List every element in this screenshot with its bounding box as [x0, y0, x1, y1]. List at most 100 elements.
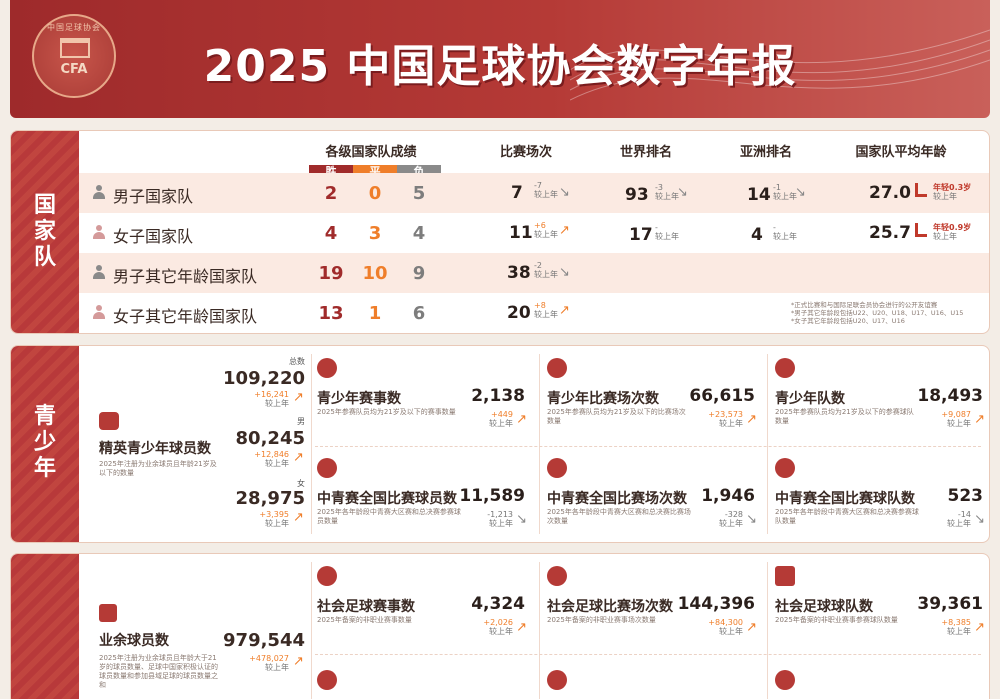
card-value: 18,493 — [917, 386, 983, 406]
arrow-down-icon: ↘ — [795, 185, 806, 200]
card-value: 1,946 — [701, 486, 755, 506]
divider — [767, 354, 768, 534]
card-value: 523 — [947, 486, 984, 506]
win-count: 2 — [324, 183, 338, 204]
stat-card: 青少年比赛场次数 2025年参赛队员均为21岁及以下的比赛场次数量 66,615… — [541, 346, 763, 442]
female-label: 女 — [297, 479, 305, 488]
stat-card: 中青赛全国比赛球队数 2025年各年龄段中青赛大区赛和总决赛参赛球队数量 523… — [769, 446, 989, 542]
players-group-icon — [99, 412, 119, 430]
card-desc: 2025年各年龄段中青赛大区赛和总决赛参赛球员数量 — [317, 508, 461, 525]
compare-label: 较上年 — [489, 519, 513, 528]
card-delta: -1,213 — [487, 510, 513, 519]
col-avg-age: 国家队平均年龄 — [855, 145, 947, 160]
amateur-delta: +478,027 — [249, 654, 289, 663]
arrow-up-icon: ↗ — [559, 303, 570, 318]
footnote: *女子其它年龄段包括U20、U17、U16 — [791, 317, 905, 325]
arrow-up-icon: ↗ — [974, 620, 985, 635]
card-desc: 2025年备案的非职业赛事数量 — [317, 616, 412, 624]
asia-rank-delta: -1 — [773, 183, 781, 192]
arrow-down-icon: ↘ — [559, 265, 570, 280]
national-team-panel: 国 家 队 各级国家队成绩 胜 平 负 比赛场次 世界排名 亚洲排名 国家队平均… — [10, 130, 990, 334]
draw-count: 3 — [368, 223, 382, 244]
asia-rank-value: 4 — [751, 225, 763, 245]
card-desc: 2025年参赛队员均为21岁及以下的赛事数量 — [317, 408, 456, 416]
card-title: 中青赛全国比赛球队数 — [775, 491, 915, 507]
card-delta: +2,026 — [483, 618, 513, 627]
divider — [539, 562, 540, 699]
world-rank-delta: - — [655, 223, 658, 232]
national-side-label: 国 家 队 — [11, 131, 79, 333]
win-count: 4 — [324, 223, 338, 244]
wave-decoration — [570, 29, 990, 101]
team-name: 女子国家队 — [113, 227, 194, 246]
side-char: 少 — [33, 430, 56, 455]
arrow-down-icon: ↘ — [559, 185, 570, 200]
divider — [311, 562, 312, 699]
avg-age-value: 27.0 — [869, 183, 911, 203]
arrow-up-icon: ↗ — [293, 390, 304, 405]
compare-label: 较上年 — [947, 419, 971, 428]
arrow-down-icon: ↘ — [516, 512, 527, 527]
stat-card: 青少年赛事数 2025年参赛队员均为21岁及以下的赛事数量 2,138 +449… — [311, 346, 533, 442]
compare-label: 较上年 — [773, 232, 797, 241]
card-delta: +449 — [491, 410, 513, 419]
card-title: 中青赛全国比赛球员数 — [317, 491, 457, 507]
avg-age-value: 25.7 — [869, 223, 911, 243]
matches-delta: +8 — [534, 301, 546, 310]
world-rank-value: 17 — [629, 225, 653, 245]
female-delta: +3,395 — [259, 510, 289, 519]
age-bars-icon — [915, 183, 927, 197]
card-title: 社会足球球队数 — [775, 599, 873, 615]
page-title: 2025 中国足球协会数字年报 — [203, 41, 797, 92]
compare-label: 较上年 — [534, 190, 558, 199]
table-row: 女子国家队 4 3 4 11 +6 较上年 ↗ 17 - 较上年 4 - 较上年 25… — [79, 213, 989, 253]
arrow-down-icon: ↘ — [974, 512, 985, 527]
compare-label: 较上年 — [265, 519, 289, 528]
compare-label: 较上年 — [534, 310, 558, 319]
col-matches: 比赛场次 — [499, 145, 552, 160]
matches-value: 7 — [511, 183, 523, 203]
loss-count: 5 — [412, 183, 426, 204]
side-char: 年 — [33, 456, 56, 481]
divider — [539, 354, 540, 534]
team-name: 男子其它年龄国家队 — [113, 267, 258, 286]
amateur-side-label — [11, 554, 79, 699]
snowflake-icon — [547, 670, 567, 690]
stat-card: 社会足球球队数 2025年备案的非职业赛事参赛球队数量 39,361 +8,38… — [769, 554, 989, 650]
elite-title: 精英青少年球员数 — [99, 441, 211, 457]
gate-icon — [60, 38, 90, 58]
male-label: 男 — [297, 417, 305, 426]
divider — [311, 354, 312, 534]
card-delta: +9,087 — [941, 410, 971, 419]
card-delta: +23,573 — [708, 410, 743, 419]
compare-label: 较上年 — [655, 232, 679, 241]
youth-side-label: 青 少 年 — [11, 346, 79, 542]
snowflake-icon — [317, 670, 337, 690]
compare-label: 较上年 — [489, 627, 513, 636]
male-person-icon — [93, 265, 105, 279]
team-name: 男子国家队 — [113, 187, 194, 206]
card-value: 144,396 — [677, 594, 755, 614]
matches-value: 38 — [507, 263, 531, 283]
arrow-up-icon: ↗ — [293, 450, 304, 465]
arrow-up-icon: ↗ — [559, 223, 570, 238]
female-person-icon — [93, 225, 105, 239]
side-char: 青 — [33, 404, 56, 429]
card-delta: +8,385 — [941, 618, 971, 627]
female-person-icon — [93, 305, 105, 319]
cfa-logo: 中国足球协会 CFA — [32, 14, 116, 98]
footnotes: *正式比赛和与国际足联会员协会进行的公开友谊赛 *男子其它年龄段包括U22、U2… — [791, 301, 981, 325]
compare-label: 较上年 — [947, 627, 971, 636]
card-delta: +84,300 — [708, 618, 743, 627]
loss-count: 6 — [412, 303, 426, 324]
male-person-icon — [93, 185, 105, 199]
youth-league-icon — [547, 458, 567, 478]
youth-panel: 青 少 年 精英青少年球员数 2025年注册为业余球员且年龄21岁及以下的数量 … — [10, 345, 990, 543]
divider — [315, 654, 981, 655]
elite-desc: 2025年注册为业余球员且年龄21岁及以下的数量 — [99, 460, 217, 477]
total-label: 总数 — [289, 357, 305, 366]
win-count: 13 — [318, 303, 344, 324]
matches-delta: -7 — [534, 181, 542, 190]
card-title: 青少年队数 — [775, 391, 845, 407]
stat-card: 社会足球赛事数 2025年备案的非职业赛事数量 4,324 +2,026 较上年 … — [311, 554, 533, 650]
